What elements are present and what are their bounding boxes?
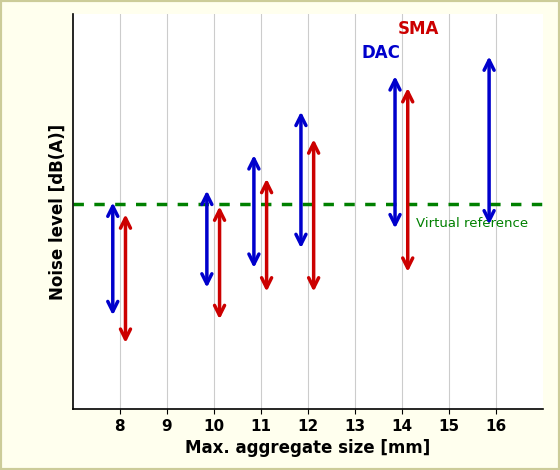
Text: SMA: SMA [398, 20, 439, 38]
Text: DAC: DAC [361, 44, 400, 62]
Text: Virtual reference: Virtual reference [416, 218, 528, 230]
Y-axis label: Noise level [dB(A)]: Noise level [dB(A)] [49, 124, 67, 299]
X-axis label: Max. aggregate size [mm]: Max. aggregate size [mm] [185, 439, 431, 457]
